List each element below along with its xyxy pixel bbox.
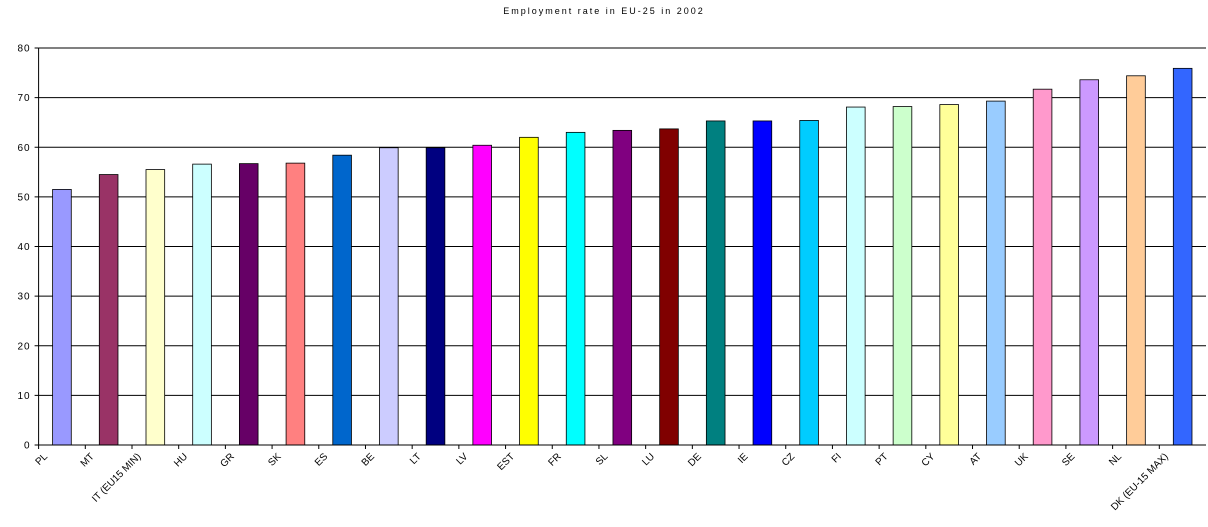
y-tick-label: 0 (24, 441, 31, 452)
x-tick-label: SE (1060, 451, 1077, 468)
bar (986, 100, 1006, 446)
bar (1126, 75, 1146, 446)
bar (425, 147, 446, 446)
x-tick-label: PT (874, 451, 891, 468)
bar (565, 131, 586, 446)
bar (705, 120, 726, 446)
y-tick-label: 30 (17, 292, 30, 303)
x-tick-label: IT (EU15 MIN) (90, 451, 143, 504)
x-tick-label: SL (594, 451, 611, 468)
x-tick-label: CZ (780, 451, 797, 468)
bar (1079, 79, 1099, 446)
bar (238, 163, 259, 446)
bar (846, 106, 866, 446)
bar (285, 162, 306, 446)
y-tick-label: 40 (17, 242, 30, 253)
y-tick-label: 70 (17, 93, 30, 104)
bar (1032, 88, 1053, 446)
y-tick-label: 80 (17, 44, 30, 55)
y-tick-label: 10 (17, 391, 30, 402)
bar (519, 136, 539, 446)
x-tick-label: UK (1013, 451, 1031, 469)
x-tick-label: GR (218, 451, 236, 469)
bar (472, 144, 492, 446)
bar (659, 128, 679, 446)
bar (332, 154, 352, 446)
x-tick-label: LT (408, 451, 424, 467)
x-tick-label: LV (454, 451, 470, 467)
y-tick-label: 20 (17, 341, 30, 352)
x-tick-label: CY (920, 451, 938, 469)
bar (52, 189, 72, 446)
bar (98, 174, 119, 446)
x-tick-label: HU (172, 451, 190, 469)
bar (612, 129, 633, 446)
x-tick-label: ES (313, 451, 330, 468)
x-tick-label: NL (1107, 451, 1124, 468)
bar (145, 169, 166, 446)
bar (379, 147, 399, 446)
bar (192, 163, 212, 446)
x-tick-label: SK (266, 451, 283, 468)
bar (752, 120, 773, 446)
x-tick-label: LU (640, 451, 657, 468)
x-tick-label: FI (830, 451, 844, 465)
x-tick-label: IE (736, 451, 751, 466)
x-tick-label: EST (495, 451, 517, 473)
x-tick-label: AT (968, 451, 984, 467)
x-tick-label: DE (686, 451, 704, 469)
y-tick-label: 60 (17, 143, 30, 154)
chart-title: Employment rate in EU-25 in 2002 (503, 6, 705, 16)
x-tick-label: PL (34, 451, 51, 468)
x-tick-label: BE (360, 451, 377, 468)
x-tick-label: FR (547, 451, 564, 468)
bar (939, 104, 959, 446)
bar (799, 120, 819, 446)
bar (1172, 67, 1193, 446)
bar (892, 106, 913, 446)
y-tick-label: 50 (17, 192, 30, 203)
x-tick-label: MT (79, 451, 97, 469)
